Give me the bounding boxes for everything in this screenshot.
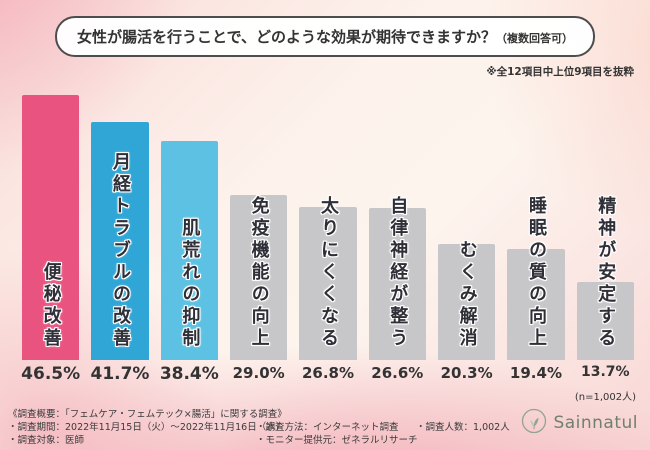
leaf-icon	[521, 408, 547, 438]
survey-respondents: ・調査人数：1,002人	[416, 422, 510, 433]
bar	[22, 94, 80, 360]
bar-category-label: 自律神経が整う	[387, 196, 409, 350]
bar-column: 精神が安定する 13.7%	[576, 90, 634, 380]
bar-value-label: 26.6%	[371, 364, 424, 382]
bar-category-label: 免疫機能の向上	[248, 196, 270, 350]
sample-size-label: (n=1,002人)	[574, 392, 636, 403]
bar-column: 便秘改善 46.5%	[21, 90, 80, 384]
bar-column: むくみ解消 20.3%	[437, 90, 496, 382]
survey-monitor-provider: ・モニター提供元：ゼネラルリサーチ	[256, 435, 418, 446]
bar-value-label: 41.7%	[90, 364, 150, 384]
bar-chart: 便秘改善 46.5% 月経トラブルの改善 41.7% 肌荒れの抑制 38.4% 免疫機能の向…	[21, 90, 634, 384]
bar-category-label: むくみ解消	[456, 240, 478, 350]
bar	[299, 207, 357, 360]
survey-method: ・調査方法：インターネット調査	[256, 422, 399, 433]
chart-title-suffix: （複数回答可）	[495, 32, 573, 45]
bar	[91, 122, 149, 360]
bar-value-label: 20.3%	[440, 364, 493, 382]
bar-value-label: 26.8%	[301, 364, 354, 382]
bar	[576, 281, 634, 360]
chart-title-box: 女性が腸活を行うことで、どのような効果が期待できますか？（複数回答可）	[55, 16, 595, 57]
bar-category-label: 肌荒れの抑制	[179, 218, 201, 350]
survey-target: ・調査対象：医師	[8, 435, 85, 446]
bar-column: 睡眠の質の向上 19.4%	[507, 90, 565, 382]
bar-value-label: 19.4%	[509, 364, 562, 382]
brand-name: Sainnatul	[553, 413, 638, 433]
bar-column: 自律神経が整う 26.6%	[368, 90, 426, 382]
bar-column: 月経トラブルの改善 41.7%	[90, 90, 149, 384]
bar-category-label: 月経トラブルの改善	[109, 152, 131, 350]
bar-column: 免疫機能の向上 29.0%	[229, 90, 288, 382]
survey-period: ・調査期間：2022年11月15日（火）〜2022年11月16日（水）	[8, 422, 286, 433]
bar	[437, 244, 496, 360]
brand-logo: Sainnatul	[521, 408, 638, 438]
bar	[229, 194, 288, 360]
chart-title: 女性が腸活を行うことで、どのような効果が期待できますか？	[77, 28, 496, 46]
survey-overview: 《調査概要：「フェムケア・フェムテック×腸活」に関する調査》 ・調査期間：202…	[8, 406, 642, 446]
bar	[368, 208, 426, 360]
bar-category-label: 睡眠の質の向上	[525, 196, 547, 350]
bar-column: 太りにくくなる 26.8%	[299, 90, 357, 382]
top-items-note: ※全12項目中上位9項目を抜粋	[486, 66, 634, 78]
bar-category-label: 精神が安定する	[595, 196, 617, 350]
bar-category-label: 便秘改善	[40, 262, 62, 350]
bar-category-label: 太りにくくなる	[317, 196, 339, 350]
bar-value-label: 13.7%	[580, 364, 630, 380]
bar	[507, 249, 565, 360]
bar	[160, 141, 218, 360]
bar-column: 肌荒れの抑制 38.4%	[160, 90, 219, 384]
survey-overview-title: 《調査概要：「フェムケア・フェムテック×腸活」に関する調査》	[8, 409, 287, 420]
bar-value-label: 46.5%	[21, 364, 81, 384]
bar-value-label: 38.4%	[159, 364, 219, 384]
bar-value-label: 29.0%	[232, 364, 285, 382]
